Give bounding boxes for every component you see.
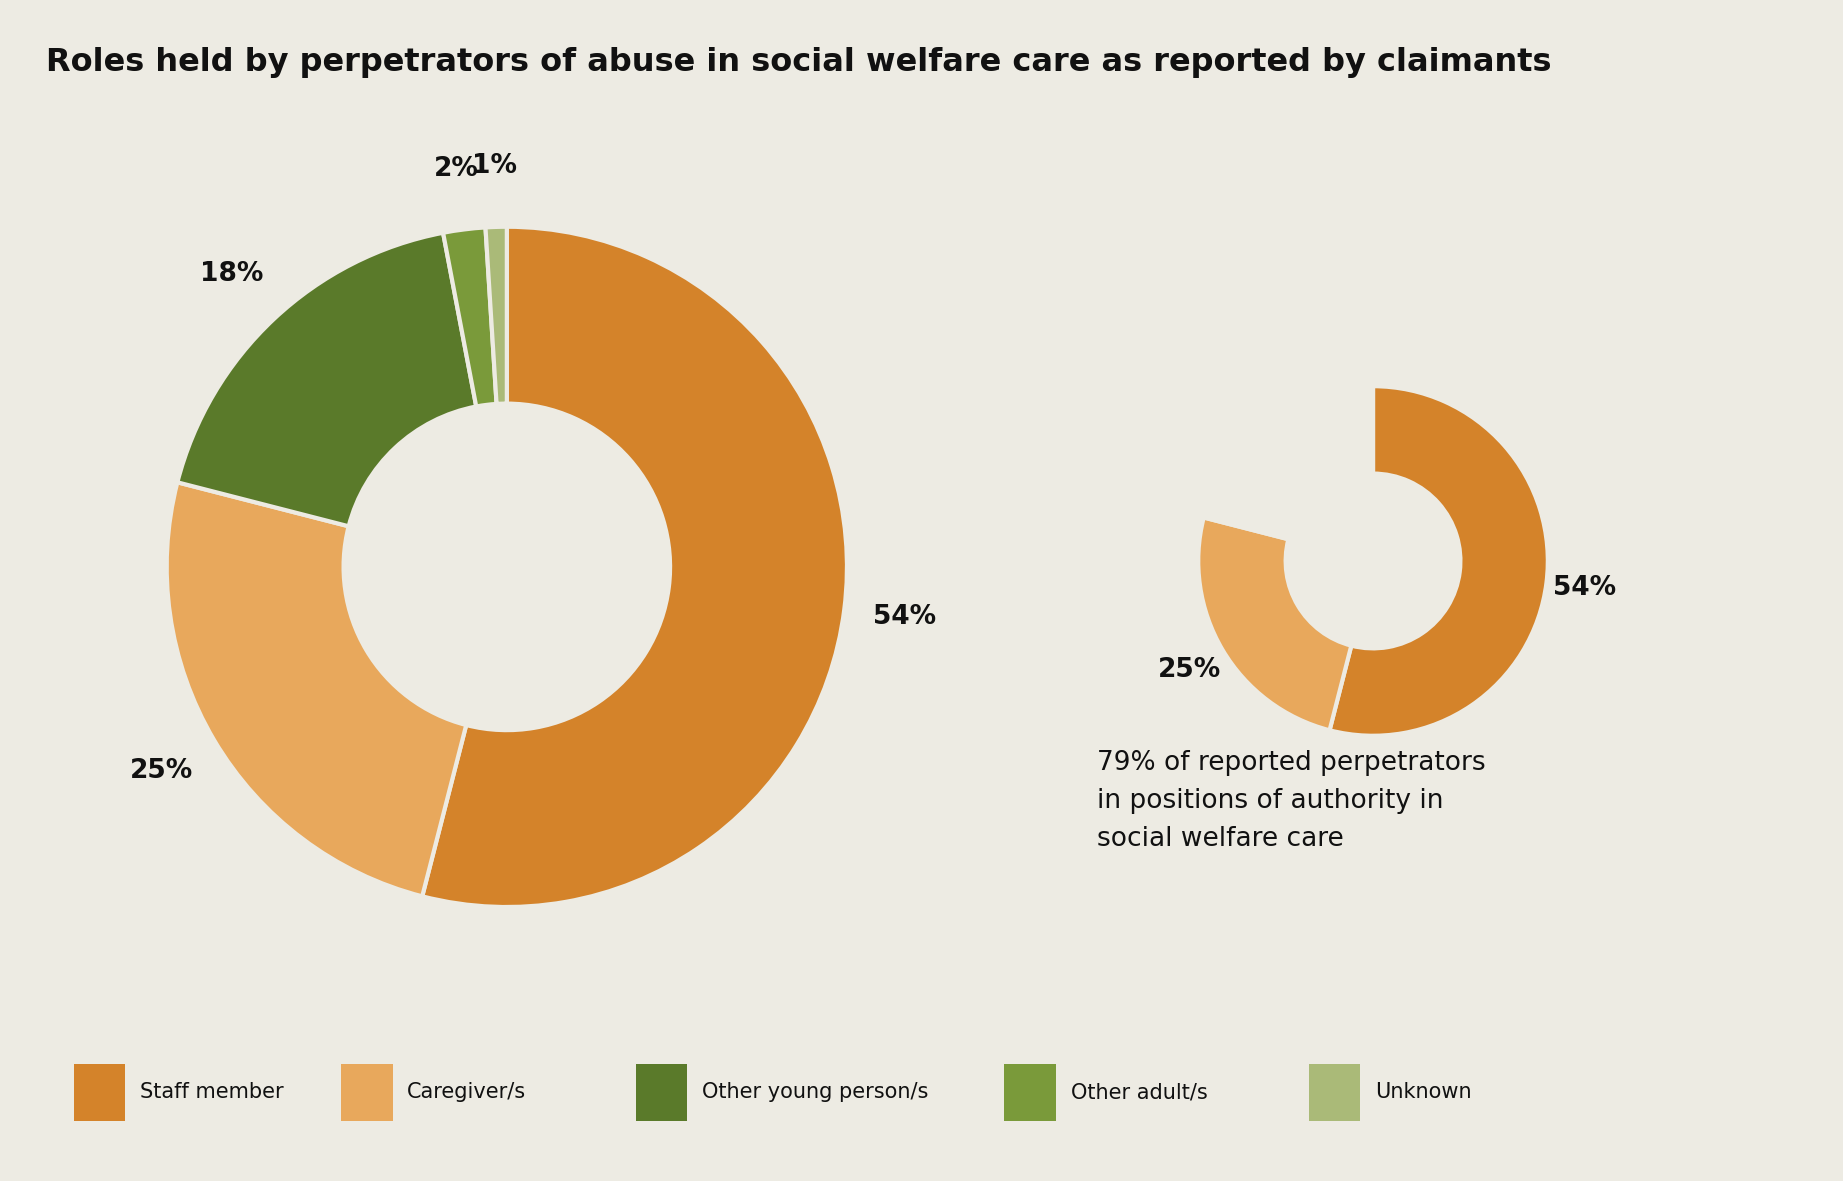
Text: 18%: 18% xyxy=(201,261,264,287)
Wedge shape xyxy=(442,228,496,406)
Text: Staff member: Staff member xyxy=(140,1083,284,1102)
Wedge shape xyxy=(1329,386,1548,736)
Wedge shape xyxy=(485,227,507,404)
Wedge shape xyxy=(422,227,848,907)
Text: Roles held by perpetrators of abuse in social welfare care as reported by claima: Roles held by perpetrators of abuse in s… xyxy=(46,47,1552,78)
Text: 54%: 54% xyxy=(1554,575,1616,601)
Wedge shape xyxy=(166,482,466,896)
Text: 25%: 25% xyxy=(129,758,194,784)
Wedge shape xyxy=(1198,517,1351,730)
Text: 54%: 54% xyxy=(874,605,936,631)
Text: 25%: 25% xyxy=(1157,657,1222,683)
Text: Caregiver/s: Caregiver/s xyxy=(407,1083,527,1102)
Text: 1%: 1% xyxy=(472,152,516,178)
Text: Other young person/s: Other young person/s xyxy=(702,1083,929,1102)
Text: 2%: 2% xyxy=(435,156,479,182)
Wedge shape xyxy=(177,233,475,527)
Text: 79% of reported perpetrators
in positions of authority in
social welfare care: 79% of reported perpetrators in position… xyxy=(1097,750,1485,852)
Wedge shape xyxy=(1203,386,1373,540)
Text: Other adult/s: Other adult/s xyxy=(1071,1083,1207,1102)
Text: Unknown: Unknown xyxy=(1375,1083,1471,1102)
